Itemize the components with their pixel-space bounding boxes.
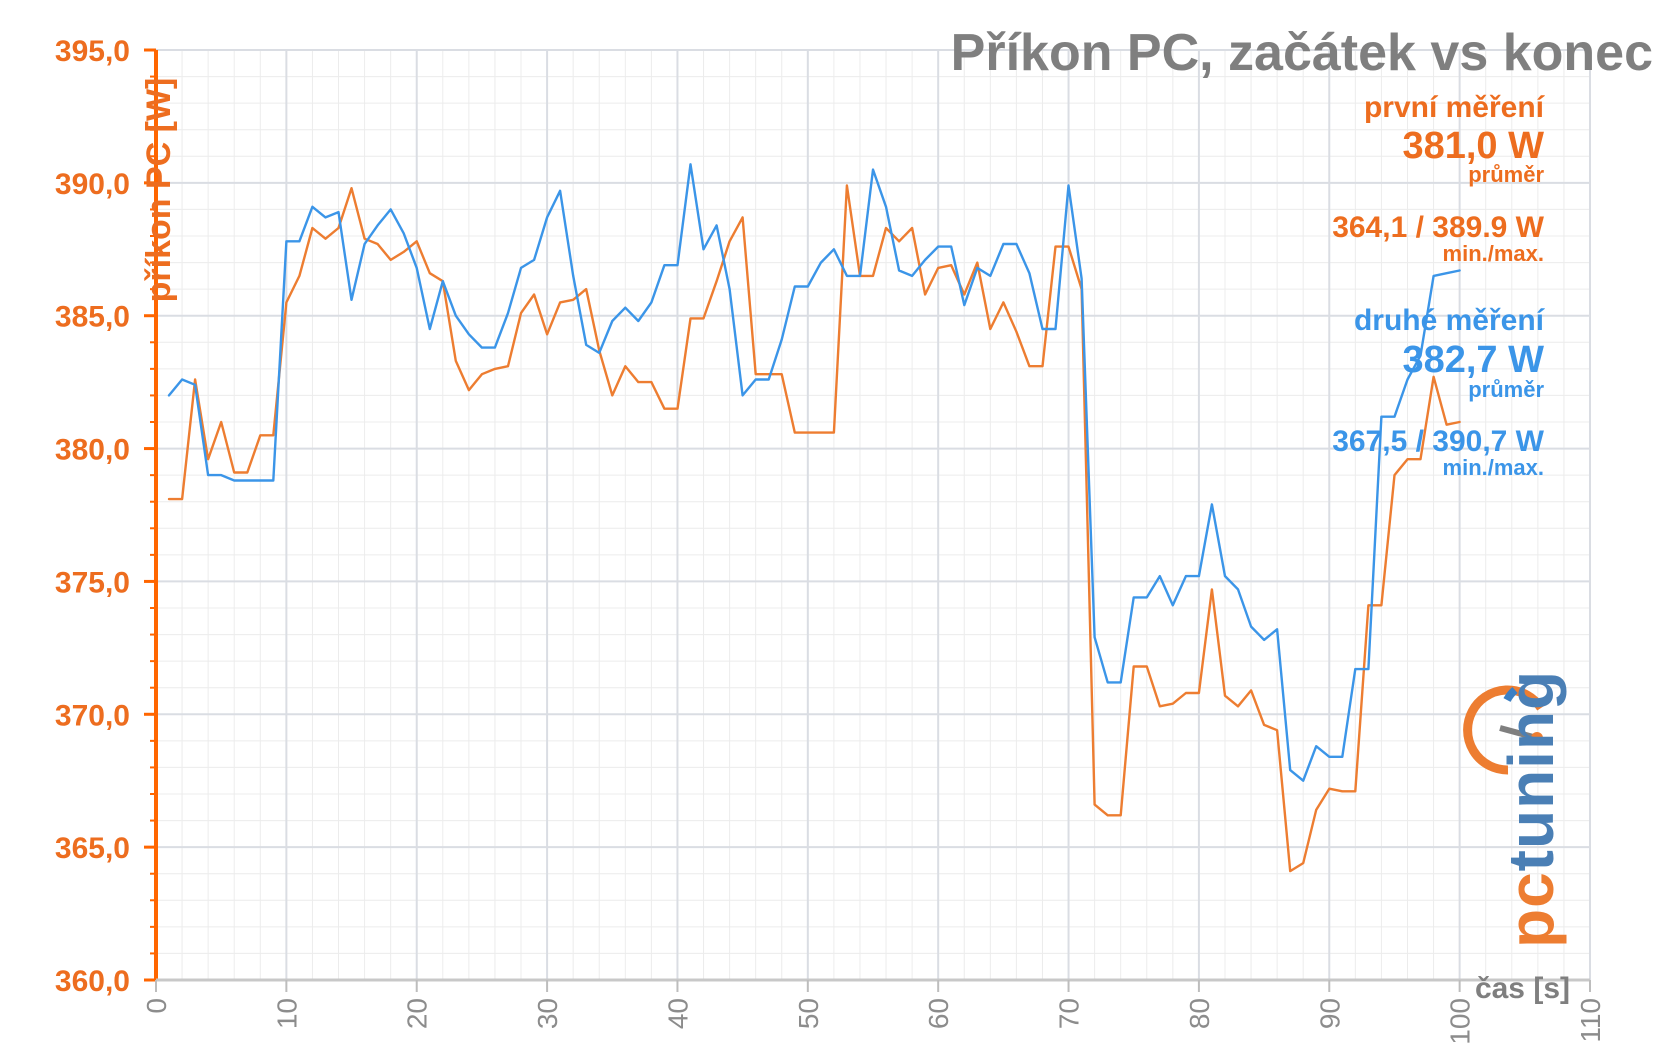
y-tick-label: 395,0: [55, 35, 130, 68]
second-average-value: 382,7 W: [1402, 339, 1544, 381]
first-minmax-label: min./max.: [1443, 241, 1544, 266]
second-average-label: průměr: [1468, 377, 1544, 402]
y-tick-label: 380,0: [55, 434, 130, 467]
y-ticks: 360,0 365,0 370,0 375,0 380,0 385,0 390,0 395,0: [55, 35, 156, 998]
x-ticks: 0 10 20 30 40 50 60 70 80 90 100 110: [141, 980, 1606, 1045]
x-tick-label: 20: [402, 998, 433, 1029]
series-line-first: [167, 184, 1461, 873]
first-series-label: první měření: [1364, 91, 1546, 124]
y-tick-label: 370,0: [55, 699, 130, 732]
logo-needle: [1499, 725, 1538, 741]
x-tick-label: 90: [1314, 998, 1345, 1029]
y-axis-label: příkon PC [W]: [140, 78, 178, 303]
second-series-label: druhé měření: [1354, 304, 1546, 337]
y-tick-label: 385,0: [55, 301, 130, 334]
y-tick-label: 360,0: [55, 965, 130, 998]
series-layer: [167, 163, 1461, 873]
first-minmax-value: 364,1 / 389.9 W: [1332, 211, 1544, 244]
annotation-first: první měření 381,0 W průměr 364,1 / 389.…: [1332, 91, 1545, 266]
y-tick-label: 375,0: [55, 566, 130, 599]
grid-minor: [156, 50, 1590, 980]
y-tick-label: 365,0: [55, 832, 130, 865]
logo-arc: [1463, 685, 1545, 775]
x-tick-label: 10: [271, 998, 302, 1029]
x-tick-label: 60: [923, 998, 954, 1029]
x-axis-label: čas [s]: [1475, 972, 1570, 1005]
x-tick-label: 50: [793, 998, 824, 1029]
first-average-label: průměr: [1468, 162, 1544, 187]
first-average-value: 381,0 W: [1402, 125, 1544, 167]
x-tick-label: 110: [1575, 998, 1606, 1043]
logo-needle-tip: [1531, 732, 1543, 744]
logo-text-pc: pc: [1495, 871, 1567, 948]
annotation-second: druhé měření 382,7 W průměr 367,5 / 390,…: [1332, 304, 1545, 480]
grid-major: [156, 49, 1591, 980]
x-tick-label: 70: [1054, 998, 1085, 1029]
x-tick-label: 100: [1445, 998, 1476, 1045]
logo-arc-blue: [1503, 686, 1518, 703]
x-tick-label: 0: [141, 998, 172, 1014]
logo-text-tuning: tuning: [1495, 670, 1567, 871]
x-tick-label: 40: [662, 998, 693, 1029]
chart-title: Příkon PC, začátek vs konec: [951, 24, 1653, 82]
x-tick-label: 80: [1184, 998, 1215, 1029]
x-tick-label: 30: [532, 998, 563, 1029]
pctuning-logo: pctuning: [1463, 670, 1567, 948]
y-tick-label: 390,0: [55, 168, 130, 201]
logo-text: pctuning: [1495, 670, 1567, 948]
series-line-second: [167, 163, 1461, 782]
second-minmax-value: 367,5 / 390,7 W: [1332, 425, 1544, 458]
second-minmax-label: min./max.: [1443, 455, 1544, 480]
